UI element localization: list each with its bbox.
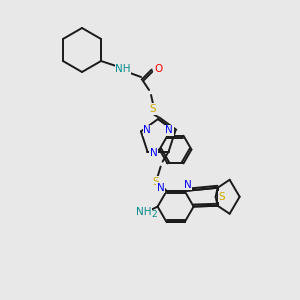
- Text: N: N: [150, 148, 157, 158]
- Text: N: N: [184, 180, 191, 190]
- Text: 2: 2: [152, 210, 157, 219]
- Text: N: N: [143, 125, 151, 135]
- Text: N: N: [165, 125, 173, 135]
- Text: NH: NH: [136, 207, 152, 217]
- Text: N: N: [157, 183, 164, 193]
- Text: S: S: [218, 192, 225, 202]
- Text: S: S: [152, 177, 159, 187]
- Text: NH: NH: [115, 64, 131, 74]
- Text: O: O: [154, 64, 162, 74]
- Text: S: S: [150, 104, 156, 114]
